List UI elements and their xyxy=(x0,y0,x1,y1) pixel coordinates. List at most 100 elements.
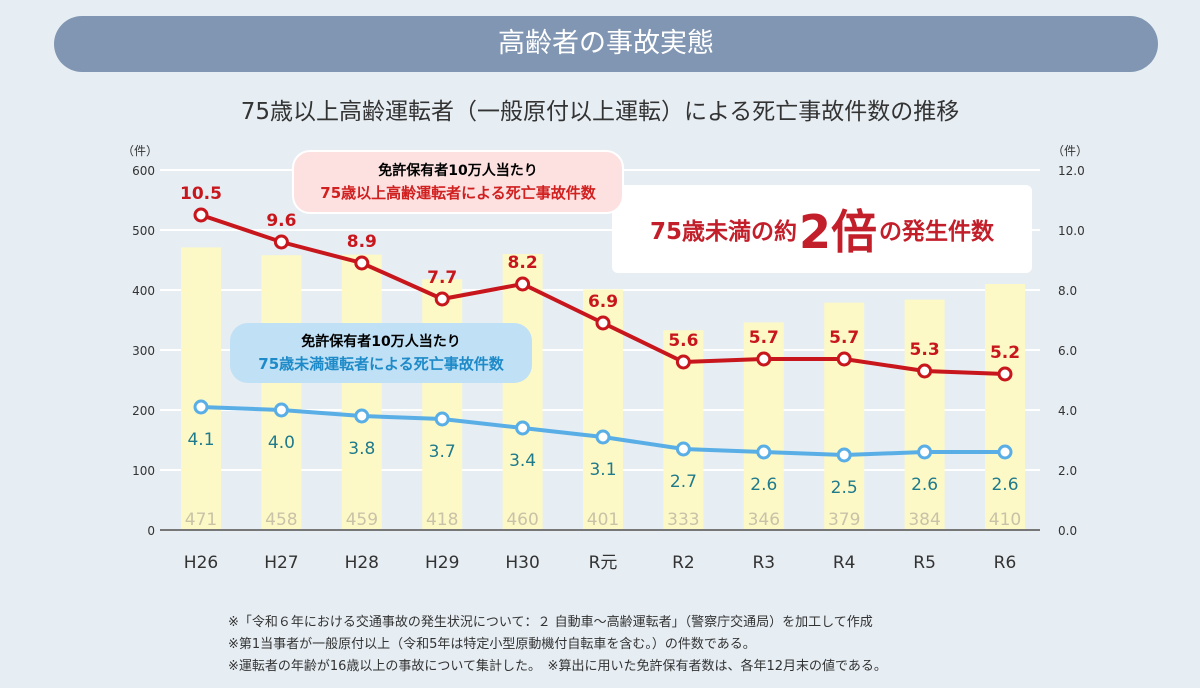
data-point xyxy=(434,411,450,427)
bar-label: 410 xyxy=(989,510,1021,530)
callout-line2: 75歳未満運転者による死亡事故件数 xyxy=(258,355,504,373)
highlight-pre: 75歳未満の約 xyxy=(649,219,797,245)
x-tick-label: R3 xyxy=(752,553,775,573)
data-point xyxy=(193,399,209,415)
data-point xyxy=(756,351,772,367)
bar-label: 346 xyxy=(748,510,780,530)
data-point xyxy=(434,291,450,307)
callout-line1: 免許保有者10万人当たり xyxy=(301,334,461,350)
bar xyxy=(261,255,302,530)
data-point xyxy=(997,366,1013,382)
x-tick-label: H27 xyxy=(264,553,298,573)
data-label: 3.1 xyxy=(589,460,616,480)
footnote: ※「令和６年における交通事故の発生状況について：２ 自動車〜高齢運転者」（警察庁… xyxy=(228,615,873,630)
left-tick-label: 600 xyxy=(132,164,155,178)
x-tick-label: H28 xyxy=(345,553,379,573)
data-label: 5.7 xyxy=(749,328,779,348)
data-label: 3.4 xyxy=(509,451,536,471)
data-point xyxy=(193,207,209,223)
callout-under-75: 免許保有者10万人当たり 75歳未満運転者による死亡事故件数 xyxy=(230,323,532,383)
data-label: 2.6 xyxy=(911,475,938,495)
callout-line1: 免許保有者10万人当たり xyxy=(378,163,538,179)
data-point xyxy=(675,441,691,457)
data-point xyxy=(595,429,611,445)
bar-label: 458 xyxy=(265,510,297,530)
x-tick-label: R4 xyxy=(833,553,856,573)
right-tick-label: 0.0 xyxy=(1058,524,1077,538)
data-label: 5.3 xyxy=(910,340,940,360)
data-point xyxy=(273,234,289,250)
footnote: ※運転者の年齢が16歳以上の事故について集計した。 ※算出に用いた免許保有者数は… xyxy=(228,659,887,674)
callout-75-plus: 免許保有者10万人当たり 75歳以上高齢運転者による死亡事故件数 xyxy=(292,150,624,214)
data-label: 4.0 xyxy=(268,433,295,453)
data-label: 8.2 xyxy=(508,253,538,273)
data-point xyxy=(836,447,852,463)
bar-label: 460 xyxy=(506,510,538,530)
left-axis-unit: （件） xyxy=(122,144,158,158)
section-banner: 高齢者の事故実態 xyxy=(54,16,1158,72)
data-label: 6.9 xyxy=(588,292,618,312)
footnotes: ※「令和６年における交通事故の発生状況について：２ 自動車〜高齢運転者」（警察庁… xyxy=(228,612,887,678)
data-point xyxy=(595,315,611,331)
data-label: 2.7 xyxy=(670,472,697,492)
data-label: 4.1 xyxy=(187,430,214,450)
data-label: 5.6 xyxy=(668,331,698,351)
right-axis-unit: （件） xyxy=(1052,144,1088,158)
data-label: 3.7 xyxy=(429,442,456,462)
right-tick-label: 12.0 xyxy=(1058,164,1085,178)
data-point xyxy=(917,444,933,460)
data-point xyxy=(997,444,1013,460)
data-point xyxy=(515,420,531,436)
right-tick-label: 10.0 xyxy=(1058,224,1085,238)
bar xyxy=(422,279,463,530)
data-label: 8.9 xyxy=(347,232,377,252)
left-tick-label: 0 xyxy=(147,524,155,538)
bar-label: 333 xyxy=(667,510,699,530)
highlight-post: の発生件数 xyxy=(879,219,995,245)
highlight-big: 2倍 xyxy=(799,205,878,259)
data-point xyxy=(675,354,691,370)
bar-label: 401 xyxy=(587,510,619,530)
bar-label: 471 xyxy=(185,510,217,530)
bar xyxy=(824,302,865,530)
data-label: 10.5 xyxy=(180,184,222,204)
x-tick-label: H26 xyxy=(184,553,218,573)
data-label: 2.6 xyxy=(750,475,777,495)
right-tick-label: 2.0 xyxy=(1058,464,1077,478)
x-tick-label: R5 xyxy=(913,553,936,573)
bar xyxy=(985,284,1025,530)
left-tick-label: 500 xyxy=(132,224,155,238)
data-label: 2.5 xyxy=(831,478,858,498)
data-label: 5.7 xyxy=(829,328,859,348)
left-tick-label: 400 xyxy=(132,284,155,298)
x-tick-label: H30 xyxy=(505,553,539,573)
x-tick-label: R2 xyxy=(672,553,695,573)
x-tick-label: R元 xyxy=(589,553,618,573)
data-point xyxy=(354,408,370,424)
bar xyxy=(502,254,543,530)
data-point xyxy=(273,402,289,418)
bar xyxy=(181,247,221,530)
data-point xyxy=(354,255,370,271)
bar xyxy=(341,254,382,530)
data-label: 9.6 xyxy=(266,211,296,231)
left-tick-label: 300 xyxy=(132,344,155,358)
footnote: ※第1当事者が一般原付以上（令和5年は特定小型原動機付自転車を含む。）の件数であ… xyxy=(228,637,756,652)
bar-label: 384 xyxy=(908,510,940,530)
data-point xyxy=(917,363,933,379)
right-tick-label: 4.0 xyxy=(1058,404,1077,418)
bar-label: 379 xyxy=(828,510,860,530)
bar-label: 459 xyxy=(346,510,378,530)
right-tick-label: 6.0 xyxy=(1058,344,1077,358)
left-tick-label: 200 xyxy=(132,404,155,418)
data-point xyxy=(756,444,772,460)
x-tick-label: H29 xyxy=(425,553,459,573)
highlight-box: 75歳未満の約 2倍 の発生件数 xyxy=(612,185,1032,273)
data-label: 5.2 xyxy=(990,343,1020,363)
data-point xyxy=(836,351,852,367)
x-tick-label: R6 xyxy=(994,553,1017,573)
chart-title: 75歳以上高齢運転者（一般原付以上運転）による死亡事故件数の推移 xyxy=(240,99,960,125)
data-label: 3.8 xyxy=(348,439,375,459)
data-label: 2.6 xyxy=(991,475,1018,495)
